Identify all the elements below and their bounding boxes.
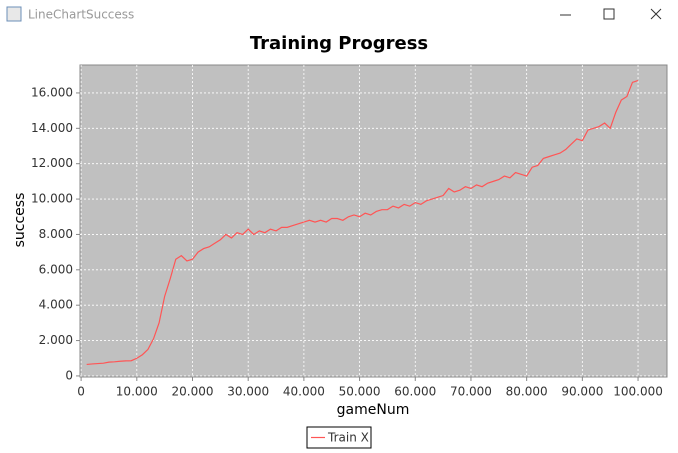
x-tick-label: 0 [77,385,85,399]
x-axis-label: gameNum [337,402,410,418]
x-tick-label: 10.000 [116,385,158,399]
x-tick-label: 100.000 [613,385,663,399]
y-tick-label: 16.000 [31,85,73,99]
chart-title: Training Progress [250,33,428,54]
line-series [86,79,639,366]
app-icon [6,6,22,22]
y-tick-label: 14.000 [31,121,73,135]
y-tick-label: 4.000 [39,298,73,312]
legend-box [306,426,372,449]
x-tick-label: 30.000 [227,385,269,399]
plot-area [79,64,668,378]
legend-label: Train X [327,431,369,445]
y-tick-label: 6.000 [39,262,73,276]
x-tick-label: 20.000 [171,385,213,399]
y-tick-label: 12.000 [31,156,73,170]
x-tick-label: 90.000 [561,385,603,399]
close-button[interactable] [650,8,662,20]
x-tick-label: 80.000 [506,385,548,399]
x-tick-label: 40.000 [283,385,325,399]
x-tick-label: 60.000 [394,385,436,399]
y-tick-label: 10.000 [31,192,73,206]
y-tick-label: 2.000 [39,333,73,347]
x-tick-label: 70.000 [450,385,492,399]
x-tick-label: 50.000 [339,385,381,399]
window-title: LineChartSuccess [28,8,134,22]
y-tick-label: 8.000 [39,227,73,241]
y-axis-label: success [12,193,28,248]
y-tick-label: 0 [65,368,73,382]
maximize-button[interactable] [603,8,615,20]
